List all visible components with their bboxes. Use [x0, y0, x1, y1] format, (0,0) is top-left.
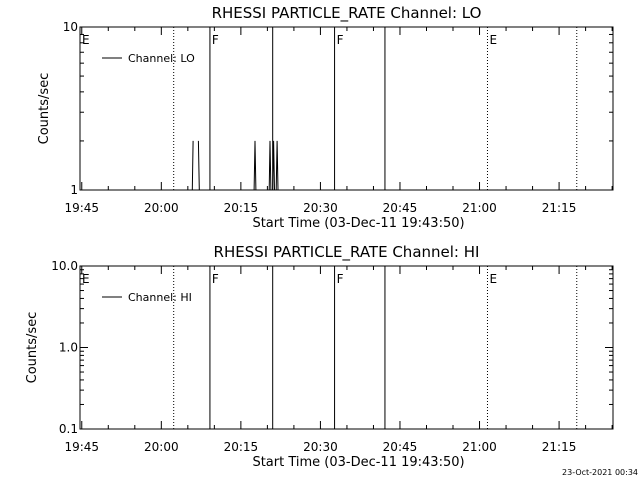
- x-tick-label: 21:00: [462, 201, 497, 215]
- x-tick-label: 21:15: [542, 440, 577, 454]
- x-tick-label: 20:30: [303, 440, 338, 454]
- event-marker-label: F: [337, 272, 344, 286]
- chart-title: RHESSI PARTICLE_RATE Channel: HI: [214, 243, 480, 262]
- x-tick-label: 20:45: [383, 440, 418, 454]
- x-tick-label: 20:15: [224, 201, 259, 215]
- legend-entry: Channel: HI: [128, 291, 192, 304]
- y-axis-label: Counts/sec: [25, 312, 40, 384]
- legend-entry: Channel: LO: [128, 52, 195, 65]
- event-marker-label: E: [489, 272, 497, 286]
- x-tick-label: 21:00: [462, 440, 497, 454]
- x-tick-label: 21:15: [542, 201, 577, 215]
- y-tick-label: 10: [63, 20, 78, 34]
- x-tick-label: 20:15: [224, 440, 259, 454]
- x-tick-label: 20:00: [144, 201, 179, 215]
- x-axis-label: Start Time (03-Dec-11 19:43:50): [252, 216, 464, 231]
- x-tick-label: 20:45: [383, 201, 418, 215]
- footer-timestamp: 23-Oct-2021 00:34: [562, 468, 638, 477]
- y-tick-label: 1: [70, 183, 78, 197]
- x-tick-label: 19:45: [64, 440, 99, 454]
- y-axis-label: Counts/sec: [37, 73, 52, 145]
- y-tick-label: 0.1: [59, 422, 78, 436]
- y-tick-label: 1.0: [59, 341, 78, 355]
- x-tick-label: 20:30: [303, 201, 338, 215]
- event-marker-label: E: [82, 272, 90, 286]
- x-axis-label: Start Time (03-Dec-11 19:43:50): [252, 455, 464, 470]
- chart-title: RHESSI PARTICLE_RATE Channel: LO: [212, 4, 482, 23]
- lo-channel-panel: RHESSI PARTICLE_RATE Channel: LO 1 10 19:45…: [37, 4, 614, 231]
- x-tick-label: 20:00: [144, 440, 179, 454]
- event-marker-label: F: [212, 272, 219, 286]
- event-marker-label: F: [212, 33, 219, 47]
- hi-channel-panel: RHESSI PARTICLE_RATE Channel: HI 0.1 1.0 10…: [25, 243, 614, 470]
- event-marker-label: E: [489, 33, 497, 47]
- event-marker-label: E: [82, 33, 90, 47]
- y-tick-label: 10.0: [51, 259, 78, 273]
- event-marker-label: F: [337, 33, 344, 47]
- series-line: [191, 140, 279, 191]
- x-tick-label: 19:45: [64, 201, 99, 215]
